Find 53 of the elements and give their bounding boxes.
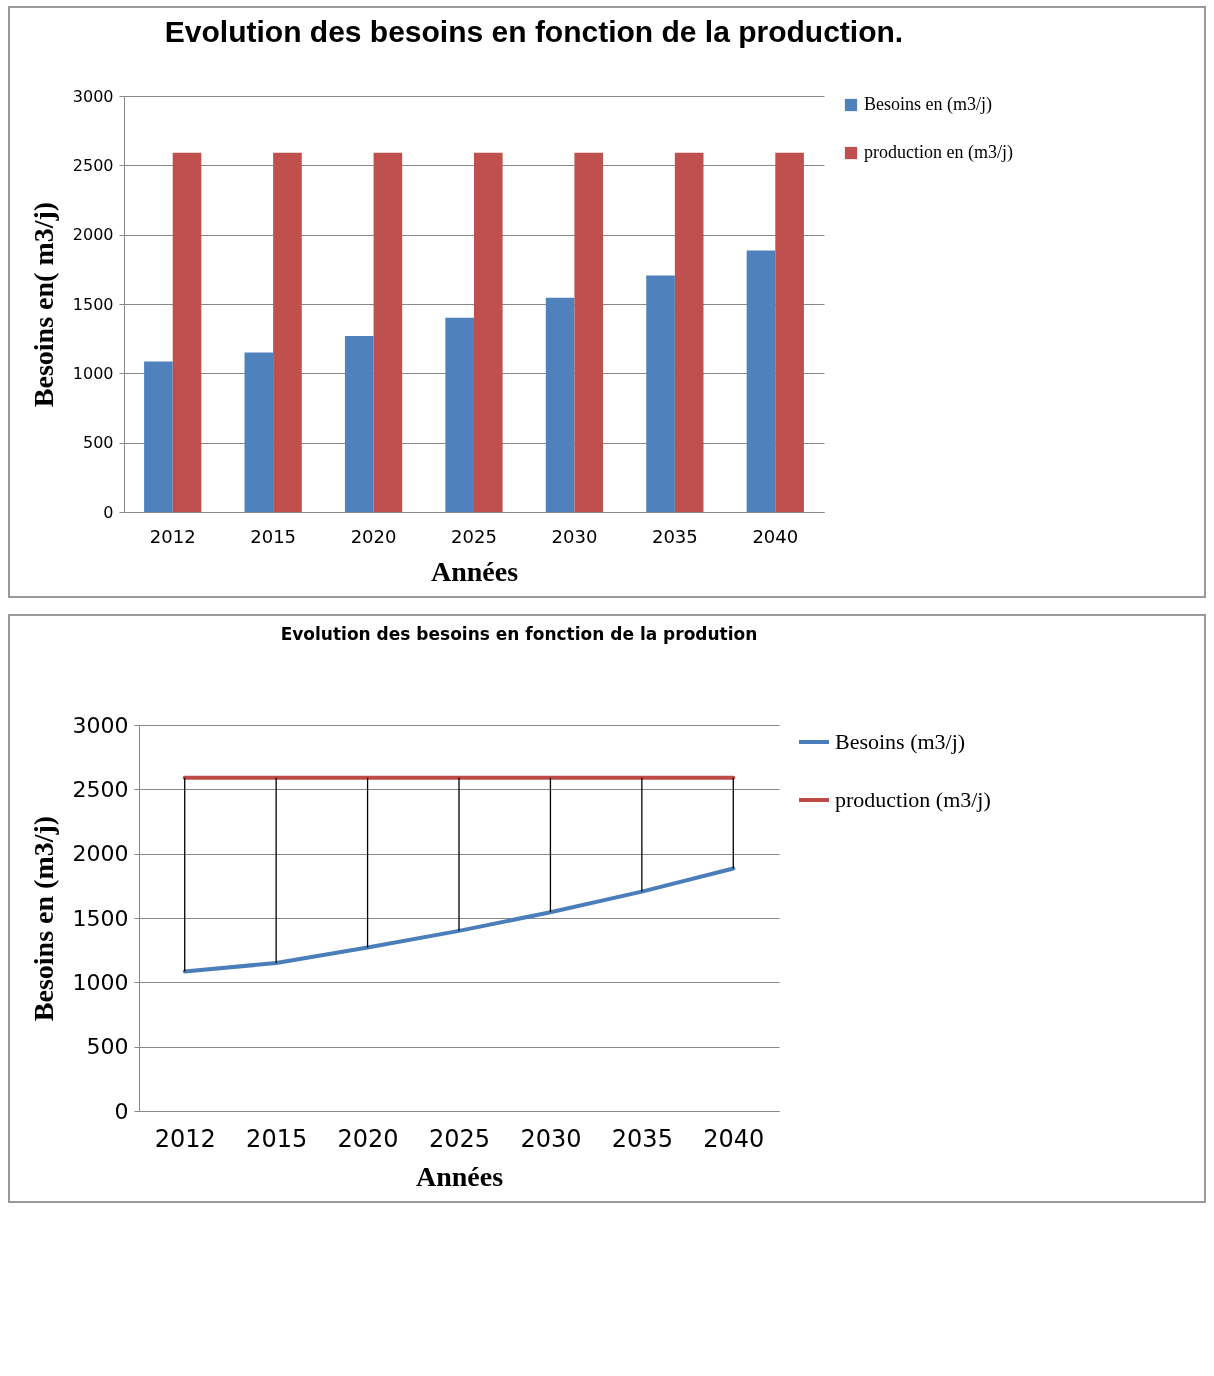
y-tick-label: 1000: [72, 363, 114, 383]
line-series: [182, 866, 736, 974]
x-tick-label: 2015: [250, 525, 297, 547]
bar: [474, 152, 503, 512]
x-tick-label: 2012: [149, 525, 196, 547]
y-tick-label: 1000: [72, 969, 129, 995]
x-tick-label: 2025: [428, 1124, 491, 1153]
x-tick-label: 2035: [611, 1124, 673, 1153]
chart-title: Evolution des besoins en fonction de la prodution: [280, 624, 758, 644]
bar: [244, 352, 274, 512]
y-tick-label: 2500: [72, 776, 129, 802]
bar: [344, 335, 374, 512]
y-tick-label: 0: [103, 502, 114, 522]
bar: [445, 317, 474, 512]
y-tick-label: 3000: [72, 712, 129, 738]
x-tick-label: 2030: [520, 1124, 582, 1153]
bar: [172, 152, 202, 512]
y-tick-label: 1500: [72, 905, 129, 931]
y-tick-label: 2000: [72, 225, 114, 245]
x-tick-label: 2020: [337, 1124, 399, 1153]
y-tick-label: 500: [82, 433, 114, 453]
bar: [574, 152, 604, 512]
x-axis-title: Années: [415, 1160, 504, 1192]
bar: [674, 152, 704, 512]
x-tick-label: 2025: [451, 525, 497, 547]
chart-title: Evolution des besoins en fonction de la production.: [164, 15, 904, 48]
x-tick-label: 2020: [350, 525, 397, 547]
bar: [373, 152, 403, 512]
bar: [646, 275, 675, 512]
y-axis-title: Besoins en( m3/j): [27, 201, 59, 408]
bar: [273, 152, 302, 512]
y-tick-label: 1500: [72, 294, 114, 314]
bar: [775, 152, 804, 512]
legend-label: Besoins en (m3/j): [864, 94, 992, 115]
bar: [746, 250, 776, 512]
x-tick-label: 2015: [246, 1124, 308, 1153]
y-tick-label: 2000: [72, 841, 129, 867]
legend-label: production en (m3/j): [864, 142, 1013, 163]
x-tick-label: 2040: [703, 1124, 765, 1153]
y-tick-label: 500: [86, 1034, 129, 1060]
y-tick-label: 3000: [72, 86, 114, 106]
bar: [144, 361, 173, 512]
y-axis-title: Besoins en (m3/j): [27, 815, 59, 1022]
x-axis-title: Années: [430, 555, 519, 587]
bar: [545, 297, 575, 512]
x-tick-label: 2030: [551, 525, 598, 547]
x-tick-label: 2012: [154, 1124, 216, 1153]
y-tick-label: 0: [114, 1098, 129, 1124]
legend-label: production (m3/j): [835, 787, 991, 812]
x-tick-label: 2035: [651, 525, 698, 547]
x-tick-label: 2040: [752, 525, 799, 547]
y-tick-label: 2500: [72, 155, 114, 175]
legend-label: Besoins (m3/j): [835, 729, 966, 754]
